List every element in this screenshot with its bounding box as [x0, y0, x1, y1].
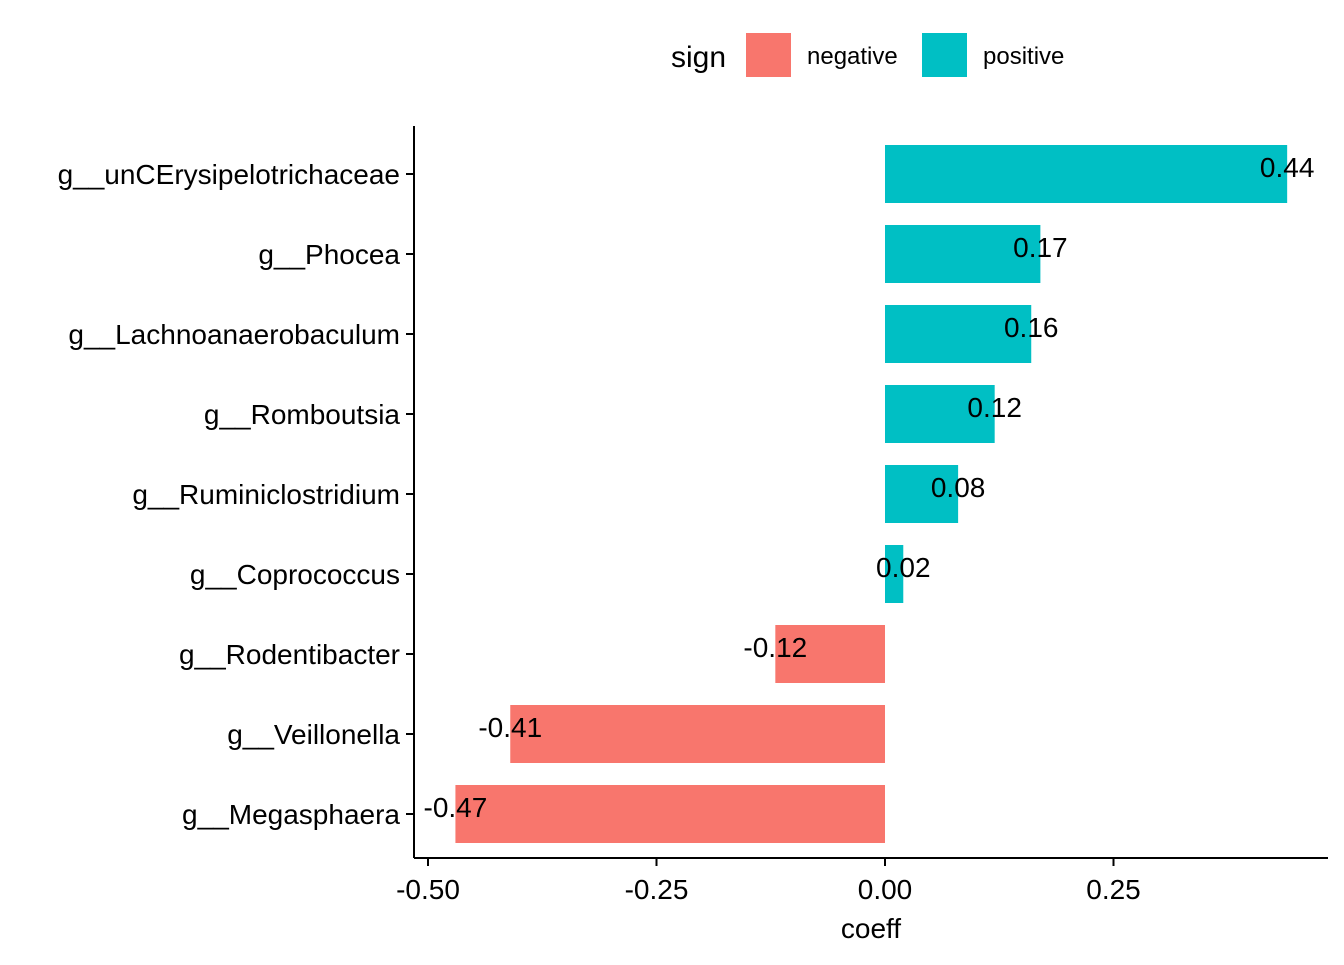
y-tick-label: g__Lachnoanaerobaculum: [68, 319, 400, 350]
bar: [510, 705, 885, 763]
bar: [885, 145, 1288, 203]
data-label: -0.47: [424, 792, 488, 823]
y-tick-label: g__Rodentibacter: [179, 639, 400, 670]
bar: [885, 545, 904, 603]
y-tick-label: g__Romboutsia: [204, 399, 401, 430]
y-tick-label: g__Megasphaera: [182, 799, 400, 830]
x-tick-label: -0.25: [625, 874, 689, 905]
legend-label-negative: negative: [807, 43, 898, 70]
x-tick-label: -0.50: [396, 874, 460, 905]
data-label: -0.12: [743, 632, 807, 663]
legend-title: sign: [671, 41, 726, 74]
y-tick-label: g__Phocea: [258, 239, 400, 270]
data-label: 0.08: [931, 472, 986, 503]
axes: g__unCErysipelotrichaceae g__Phocea g__Lac…: [58, 126, 1328, 944]
legend-key-negative: [746, 33, 791, 77]
y-tick-label: g__unCErysipelotrichaceae: [58, 159, 400, 190]
bar: [455, 785, 885, 843]
x-tick-label: 0.00: [858, 874, 913, 905]
bar: [775, 625, 885, 683]
bar: [885, 225, 1041, 283]
data-label: -0.41: [478, 712, 542, 743]
data-label: 0.02: [876, 552, 931, 583]
bar: [885, 465, 959, 523]
x-axis-title: coeff: [841, 913, 901, 944]
data-label: 0.12: [967, 392, 1022, 423]
bar: [885, 305, 1032, 363]
bars: [455, 145, 1288, 843]
legend: sign negative positive: [671, 33, 1064, 77]
x-tick-label: 0.25: [1086, 874, 1141, 905]
y-tick-label: g__Ruminiclostridium: [132, 479, 400, 510]
data-label: 0.17: [1013, 232, 1068, 263]
legend-label-positive: positive: [983, 43, 1064, 70]
data-label: 0.44: [1260, 152, 1315, 183]
y-tick-label: g__Veillonella: [227, 719, 400, 750]
legend-key-positive: [922, 33, 967, 77]
y-tick-label: g__Coprococcus: [190, 559, 400, 590]
data-labels: 0.44 0.17 0.16 0.12 0.08 0.02 -0.12 -0.41 -0.47: [424, 152, 1315, 823]
data-label: 0.16: [1004, 312, 1059, 343]
bar: [885, 385, 995, 443]
